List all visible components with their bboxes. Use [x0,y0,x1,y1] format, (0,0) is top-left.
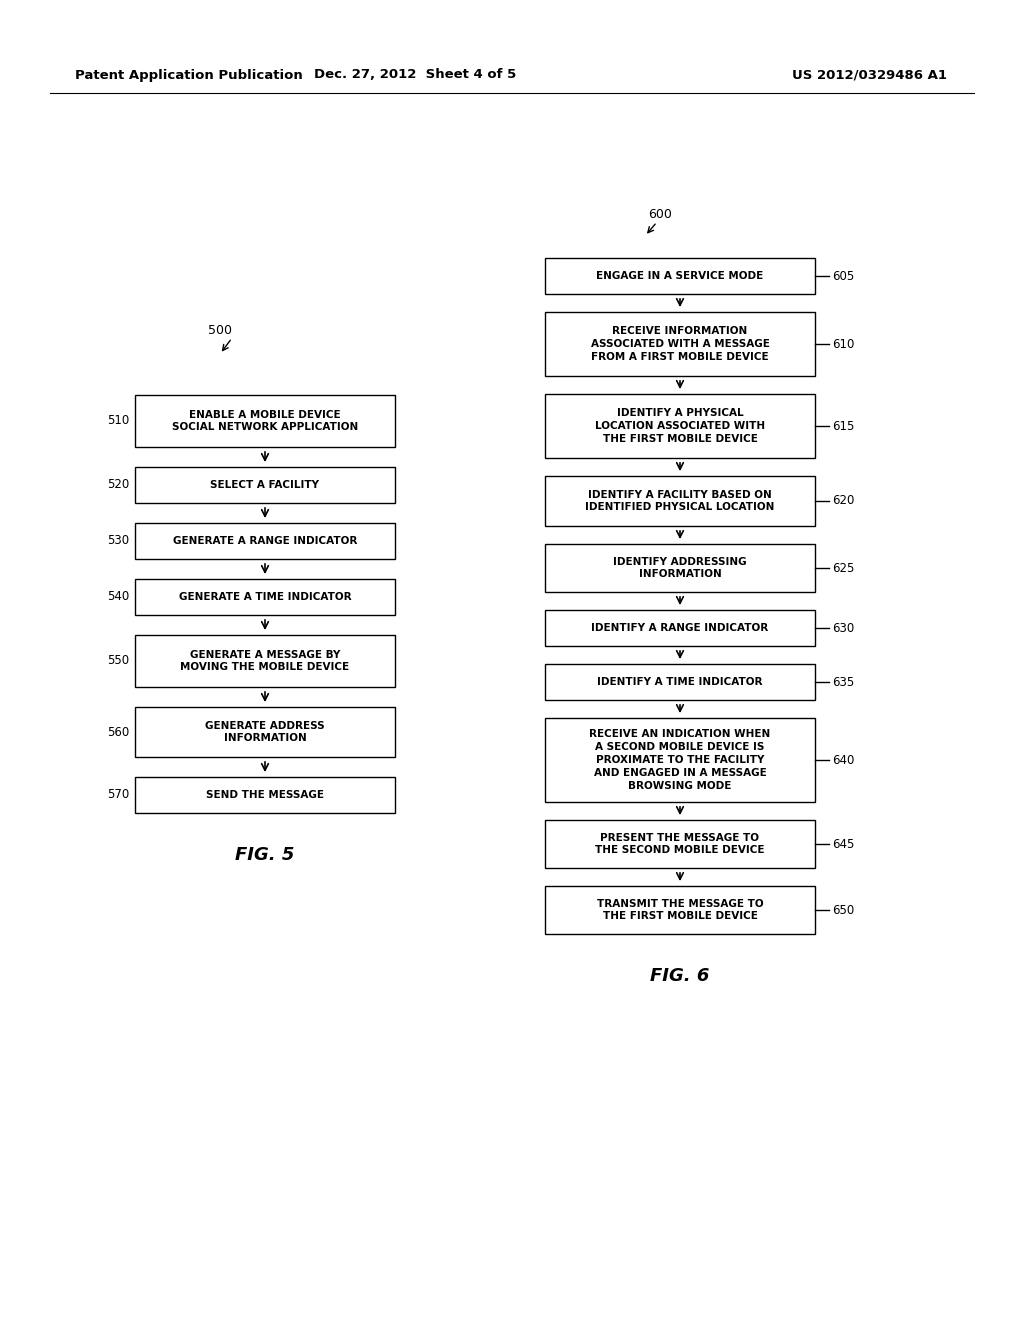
Text: TRANSMIT THE MESSAGE TO
THE FIRST MOBILE DEVICE: TRANSMIT THE MESSAGE TO THE FIRST MOBILE… [597,899,763,921]
Bar [545,544,815,591]
Text: GENERATE A RANGE INDICATOR: GENERATE A RANGE INDICATOR [173,536,357,546]
Bar [135,395,395,447]
Text: 625: 625 [831,561,854,574]
Text: 640: 640 [831,754,854,767]
Bar [135,708,395,756]
Text: ENGAGE IN A SERVICE MODE: ENGAGE IN A SERVICE MODE [596,271,764,281]
Text: RECEIVE AN INDICATION WHEN
A SECOND MOBILE DEVICE IS
PROXIMATE TO THE FACILITY
A: RECEIVE AN INDICATION WHEN A SECOND MOBI… [590,730,771,791]
Text: Patent Application Publication: Patent Application Publication [75,69,303,82]
Bar [545,886,815,935]
Text: 610: 610 [831,338,854,351]
Text: Dec. 27, 2012  Sheet 4 of 5: Dec. 27, 2012 Sheet 4 of 5 [314,69,516,82]
Text: 560: 560 [106,726,129,738]
Text: IDENTIFY ADDRESSING
INFORMATION: IDENTIFY ADDRESSING INFORMATION [613,557,746,579]
Bar [545,477,815,525]
Text: 570: 570 [106,788,129,801]
Bar [545,718,815,803]
Text: 630: 630 [831,622,854,635]
Text: IDENTIFY A TIME INDICATOR: IDENTIFY A TIME INDICATOR [597,677,763,686]
Bar [135,523,395,558]
Bar [135,467,395,503]
Bar [545,610,815,645]
Bar [135,579,395,615]
Text: FIG. 6: FIG. 6 [650,968,710,985]
Text: SEND THE MESSAGE: SEND THE MESSAGE [206,789,324,800]
Bar [135,777,395,813]
Text: 605: 605 [831,269,854,282]
Text: 635: 635 [831,676,854,689]
Bar [545,257,815,294]
Bar [545,312,815,376]
Text: 540: 540 [106,590,129,603]
Bar [135,635,395,686]
Text: 645: 645 [831,837,854,850]
Text: 530: 530 [106,535,129,548]
Text: 600: 600 [648,209,672,222]
Text: US 2012/0329486 A1: US 2012/0329486 A1 [793,69,947,82]
Text: 650: 650 [831,903,854,916]
Text: FIG. 5: FIG. 5 [236,846,295,865]
Bar [545,393,815,458]
Text: 500: 500 [208,323,232,337]
Bar [545,820,815,869]
Text: GENERATE A MESSAGE BY
MOVING THE MOBILE DEVICE: GENERATE A MESSAGE BY MOVING THE MOBILE … [180,649,349,672]
Text: RECEIVE INFORMATION
ASSOCIATED WITH A MESSAGE
FROM A FIRST MOBILE DEVICE: RECEIVE INFORMATION ASSOCIATED WITH A ME… [591,326,769,362]
Text: 520: 520 [106,479,129,491]
Text: 510: 510 [106,414,129,428]
Text: 615: 615 [831,420,854,433]
Text: GENERATE ADDRESS
INFORMATION: GENERATE ADDRESS INFORMATION [205,721,325,743]
Text: IDENTIFY A PHYSICAL
LOCATION ASSOCIATED WITH
THE FIRST MOBILE DEVICE: IDENTIFY A PHYSICAL LOCATION ASSOCIATED … [595,408,765,444]
Text: PRESENT THE MESSAGE TO
THE SECOND MOBILE DEVICE: PRESENT THE MESSAGE TO THE SECOND MOBILE… [595,833,765,855]
Text: SELECT A FACILITY: SELECT A FACILITY [211,480,319,490]
Text: ENABLE A MOBILE DEVICE
SOCIAL NETWORK APPLICATION: ENABLE A MOBILE DEVICE SOCIAL NETWORK AP… [172,409,358,433]
Text: IDENTIFY A FACILITY BASED ON
IDENTIFIED PHYSICAL LOCATION: IDENTIFY A FACILITY BASED ON IDENTIFIED … [586,490,775,512]
Text: 620: 620 [831,495,854,507]
Text: IDENTIFY A RANGE INDICATOR: IDENTIFY A RANGE INDICATOR [592,623,769,634]
Text: GENERATE A TIME INDICATOR: GENERATE A TIME INDICATOR [178,591,351,602]
Bar [545,664,815,700]
Text: 550: 550 [106,655,129,668]
